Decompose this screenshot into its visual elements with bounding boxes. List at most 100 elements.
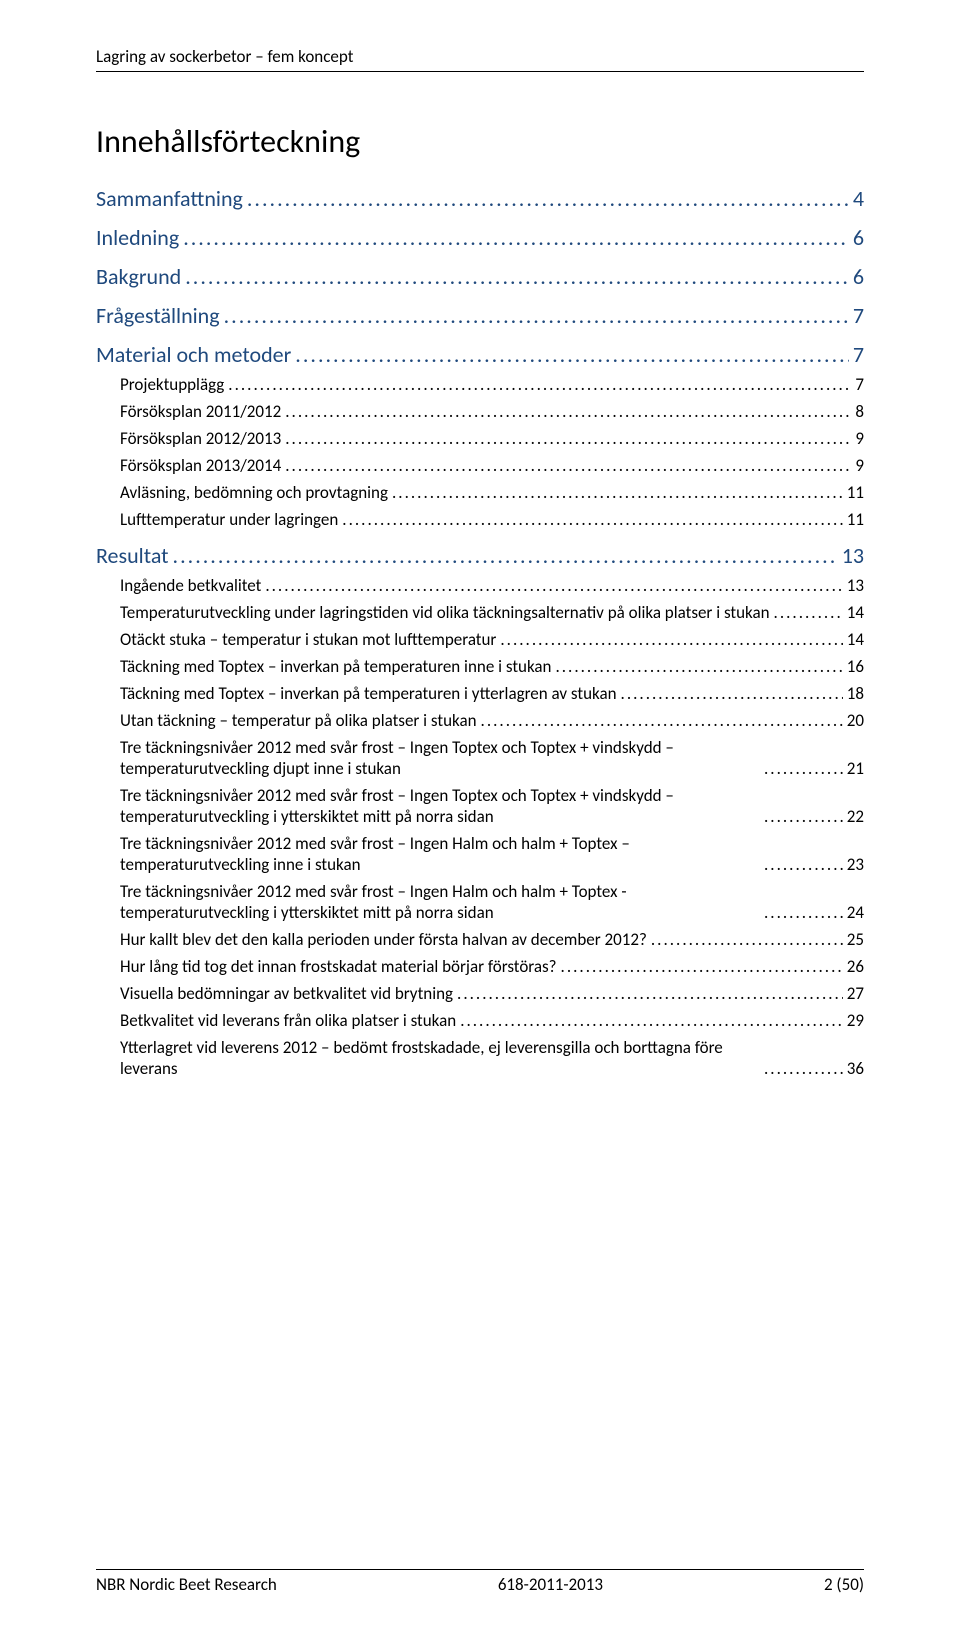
toc-entry: Projektupplägg 7: [96, 374, 864, 395]
toc-leader-dots: [185, 263, 849, 290]
toc-leader-dots: [392, 482, 843, 503]
footer-left: NBR Nordic Beet Research: [96, 1574, 277, 1595]
toc-leader-dots: [183, 224, 849, 251]
toc-entry-label: Otäckt stuka – temperatur i stukan mot l…: [120, 629, 496, 650]
toc-entry: Lufttemperatur under lagringen 11: [96, 509, 864, 530]
toc-leader-dots: [295, 341, 849, 368]
toc-entry-label: Tre täckningsnivåer 2012 med svår frost …: [120, 881, 760, 923]
toc-leader-dots: [555, 656, 842, 677]
toc-leader-dots: [247, 185, 849, 212]
toc-entry-page: 4: [853, 185, 864, 212]
toc-entry: Sammanfattning 4: [96, 185, 864, 212]
toc-leader-dots: [457, 983, 843, 1004]
header-rule: [96, 71, 864, 72]
toc-entry-page: 14: [847, 602, 864, 623]
toc-entry-page: 21: [847, 758, 864, 779]
toc-leader-dots: [224, 302, 849, 329]
toc-entry-page: 11: [847, 509, 864, 530]
toc-entry: Temperaturutveckling under lagringstiden…: [96, 602, 864, 623]
toc-entry-label: Projektupplägg: [120, 374, 224, 395]
toc-leader-dots: [774, 602, 843, 623]
toc-leader-dots: [621, 683, 843, 704]
toc-entry: Resultat13: [96, 542, 864, 569]
toc-leader-dots: [764, 902, 843, 923]
toc-entry-label: Betkvalitet vid leverans från olika plat…: [120, 1010, 456, 1031]
toc-entry: Avläsning, bedömning och provtagning11: [96, 482, 864, 503]
toc-entry-page: 16: [847, 656, 864, 677]
toc-entry-page: 13: [842, 542, 864, 569]
toc-entry-label: Tre täckningsnivåer 2012 med svår frost …: [120, 833, 760, 875]
toc-entry-label: Försöksplan 2013/2014: [120, 455, 281, 476]
toc-entry: Försöksplan 2011/2012 8: [96, 401, 864, 422]
toc-entry-label: Lufttemperatur under lagringen: [120, 509, 338, 530]
toc-entry-page: 8: [855, 401, 864, 422]
toc-entry: Betkvalitet vid leverans från olika plat…: [96, 1010, 864, 1031]
toc-entry: Material och metoder7: [96, 341, 864, 368]
toc-entry-page: 9: [855, 455, 864, 476]
toc-leader-dots: [228, 374, 851, 395]
toc-entry-page: 36: [847, 1058, 864, 1079]
toc-entry: Utan täckning – temperatur på olika plat…: [96, 710, 864, 731]
toc-entry-label: Täckning med Toptex – inverkan på temper…: [120, 656, 551, 677]
toc-leader-dots: [460, 1010, 843, 1031]
toc-entry-label: Material och metoder: [96, 341, 291, 368]
toc-leader-dots: [764, 854, 843, 875]
toc-entry: Visuella bedömningar av betkvalitet vid …: [96, 983, 864, 1004]
toc-entry-label: Försöksplan 2012/2013: [120, 428, 281, 449]
toc-entry: Frågeställning7: [96, 302, 864, 329]
toc-entry: Otäckt stuka – temperatur i stukan mot l…: [96, 629, 864, 650]
toc-entry: Hur lång tid tog det innan frostskadat m…: [96, 956, 864, 977]
toc-entry-page: 14: [847, 629, 864, 650]
toc-title: Innehållsförteckning: [96, 122, 864, 161]
toc-entry-label: Ingående betkvalitet: [120, 575, 261, 596]
page-footer: NBR Nordic Beet Research 618-2011-2013 2…: [96, 1569, 864, 1595]
toc-entry-page: 25: [847, 929, 864, 950]
toc-entry-label: Inledning: [96, 224, 179, 251]
toc-entry: Ytterlagret vid leverens 2012 – bedömt f…: [96, 1037, 864, 1079]
toc-leader-dots: [285, 455, 851, 476]
toc-entry: Bakgrund6: [96, 263, 864, 290]
toc-entry-label: Bakgrund: [96, 263, 181, 290]
toc-leader-dots: [561, 956, 843, 977]
toc-leader-dots: [285, 401, 851, 422]
toc-entry-label: Sammanfattning: [96, 185, 243, 212]
running-header: Lagring av sockerbetor – fem koncept: [96, 46, 864, 71]
footer-row: NBR Nordic Beet Research 618-2011-2013 2…: [96, 1574, 864, 1595]
toc-entry-label: Hur kallt blev det den kalla perioden un…: [120, 929, 647, 950]
table-of-contents: Sammanfattning 4 Inledning 6 Bakgrund6 Fråges…: [96, 185, 864, 1079]
toc-entry-page: 20: [847, 710, 864, 731]
toc-entry: Ingående betkvalitet13: [96, 575, 864, 596]
toc-entry: Täckning med Toptex – inverkan på temper…: [96, 683, 864, 704]
toc-entry: Försöksplan 2013/2014 9: [96, 455, 864, 476]
toc-entry-label: Visuella bedömningar av betkvalitet vid …: [120, 983, 453, 1004]
toc-leader-dots: [764, 758, 843, 779]
toc-entry-label: Utan täckning – temperatur på olika plat…: [120, 710, 477, 731]
toc-entry: Inledning 6: [96, 224, 864, 251]
toc-entry-page: 7: [855, 374, 864, 395]
toc-leader-dots: [764, 1058, 843, 1079]
toc-entry-label: Täckning med Toptex – inverkan på temper…: [120, 683, 617, 704]
toc-entry-page: 18: [847, 683, 864, 704]
toc-entry-page: 26: [847, 956, 864, 977]
toc-entry-label: Försöksplan 2011/2012: [120, 401, 281, 422]
toc-leader-dots: [173, 542, 838, 569]
page: Lagring av sockerbetor – fem koncept Inn…: [0, 0, 960, 1641]
toc-leader-dots: [500, 629, 842, 650]
toc-entry: Tre täckningsnivåer 2012 med svår frost …: [96, 785, 864, 827]
toc-entry: Tre täckningsnivåer 2012 med svår frost …: [96, 881, 864, 923]
footer-right: 2 (50): [824, 1574, 864, 1595]
toc-leader-dots: [265, 575, 842, 596]
toc-entry-label: Tre täckningsnivåer 2012 med svår frost …: [120, 785, 760, 827]
footer-center: 618-2011-2013: [498, 1574, 603, 1595]
toc-leader-dots: [285, 428, 851, 449]
footer-rule: [96, 1569, 864, 1570]
toc-leader-dots: [342, 509, 842, 530]
toc-entry-page: 7: [853, 302, 864, 329]
toc-entry: Täckning med Toptex – inverkan på temper…: [96, 656, 864, 677]
toc-entry: Tre täckningsnivåer 2012 med svår frost …: [96, 833, 864, 875]
toc-entry-page: 6: [853, 224, 864, 251]
toc-entry-page: 9: [855, 428, 864, 449]
toc-entry-page: 11: [847, 482, 864, 503]
toc-entry: Tre täckningsnivåer 2012 med svår frost …: [96, 737, 864, 779]
toc-entry-label: Hur lång tid tog det innan frostskadat m…: [120, 956, 557, 977]
